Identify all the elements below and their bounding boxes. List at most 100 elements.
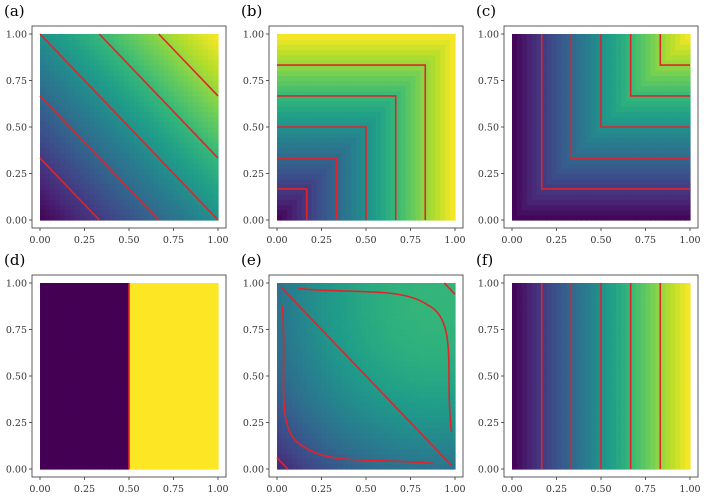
heatmap-cell [94,44,100,51]
heatmap-cell [301,90,308,97]
heatmap-cell [129,116,135,123]
heatmap-cell [69,59,76,66]
heatmap-cell [203,147,209,154]
heatmap-cell [143,365,150,372]
heatmap-cell [79,381,86,387]
heatmap-cell [326,158,332,164]
heatmap-cell [94,314,100,320]
heatmap-cell [395,75,402,82]
heatmap-cell [331,142,337,149]
heatmap-cell [173,96,180,102]
heatmap-cell [581,163,587,169]
heatmap-cell [316,142,323,149]
heatmap-cell [630,204,637,211]
heatmap-cell [163,443,170,449]
heatmap-cell [571,132,577,138]
heatmap-cell [119,142,125,149]
heatmap-cell [109,54,115,61]
heatmap-cell [59,80,66,87]
heatmap-cell [316,106,323,113]
heatmap-cell [546,137,553,144]
heatmap-cell [79,168,86,175]
heatmap-cell [54,407,61,413]
heatmap-cell [370,204,377,211]
heatmap-cell [158,463,165,470]
heatmap-cell [119,147,125,154]
heatmap-cell [138,163,145,169]
heatmap-cell [158,303,165,310]
heatmap-cell [74,422,81,429]
heatmap-cell [561,142,567,149]
heatmap-cell [425,54,431,61]
heatmap-cell [526,116,533,123]
heatmap-cell [104,396,110,403]
heatmap-cell [650,132,656,138]
x-tick-label: 0.25 [74,235,95,246]
heatmap-cell [296,34,303,40]
heatmap-cell [84,183,91,190]
heatmap-cell [168,34,175,40]
heatmap-cell [601,158,607,164]
heatmap-cell [291,96,298,102]
heatmap-cell [561,85,567,92]
heatmap-cell [44,204,51,211]
heatmap-cell [148,288,155,294]
heatmap-cell [620,127,627,133]
heatmap-cell [331,183,337,190]
heatmap-cell [84,101,91,107]
heatmap-cell [660,96,666,102]
heatmap-cell [516,183,523,190]
heatmap-cell [536,121,543,128]
heatmap-cell [420,158,426,164]
heatmap-cell [153,209,160,216]
heatmap-cell [133,438,140,444]
heatmap-cell [143,49,150,56]
heatmap-cell [516,142,523,149]
heatmap-cell [158,355,165,362]
heatmap-cell [158,142,165,149]
heatmap-cell [64,458,71,465]
heatmap-cell [59,96,66,102]
heatmap-cell [119,59,125,66]
heatmap-cell [99,173,105,180]
heatmap-cell [198,106,204,113]
heatmap-cell [158,106,165,113]
heatmap-cell [74,339,81,346]
heatmap-cell [94,283,100,289]
heatmap-cell [69,214,76,221]
heatmap-cell [620,214,627,221]
heatmap-cell [104,391,110,398]
heatmap-cell [536,209,543,216]
heatmap-cell [425,101,431,107]
heatmap-cell [301,214,308,221]
heatmap-cell [430,214,436,221]
heatmap-cell [571,142,577,149]
heatmap-cell [380,132,387,138]
heatmap-cell [173,386,180,393]
heatmap-cell [445,65,451,71]
heatmap-cell [213,59,219,66]
heatmap-cell [615,106,622,113]
heatmap-cell [341,194,347,200]
heatmap-cell [129,80,135,87]
heatmap-cell [168,116,175,123]
heatmap-cell [44,407,51,413]
heatmap-cell [665,137,671,144]
heatmap-cell [341,173,347,180]
heatmap-cell [99,396,105,403]
heatmap-cell [576,65,582,71]
heatmap-cell [521,85,528,92]
heatmap-cell [104,324,110,331]
heatmap-cell [445,116,451,123]
heatmap-cell [277,142,283,149]
heatmap-cell [430,80,436,87]
heatmap-cell [512,152,518,159]
heatmap-cell [158,453,165,460]
heatmap-cell [521,116,528,123]
heatmap-cell [178,163,184,169]
heatmap-cell [301,152,308,159]
axis-ticks: 0.00 0.25 0.50 0.75 1.000.000.250.500.751.00 [243,30,466,247]
heatmap-cell [601,65,607,71]
heatmap-cell [94,412,100,418]
heatmap-cell [173,453,180,460]
